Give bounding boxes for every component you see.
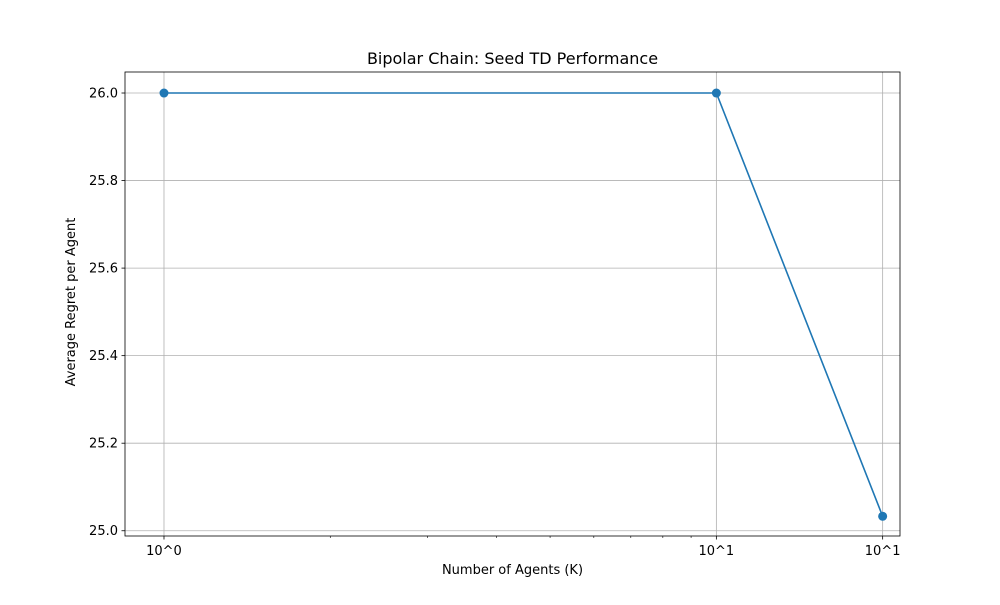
y-tick-label: 25.0 [89, 524, 118, 539]
y-tick-label: 25.2 [89, 437, 118, 452]
data-point [711, 88, 721, 98]
axis-ticks: 25.0 25.2 25.4 25.6 25.8 26.0 10^0 10^1 10^1 [89, 87, 900, 559]
y-axis-label: Average Regret per Agent [64, 218, 79, 387]
x-axis-label: Number of Agents (K) [442, 563, 583, 578]
data-point [878, 511, 888, 521]
y-tick-label: 25.4 [89, 349, 118, 364]
x-tick-label: 10^0 [146, 544, 182, 559]
data-series [159, 88, 888, 521]
x-tick-label: 10^1 [699, 544, 735, 559]
plot-frame [124, 71, 901, 537]
x-tick-label: 10^1 [865, 544, 901, 559]
y-tick-label: 26.0 [89, 87, 118, 102]
y-tick-label: 25.6 [89, 262, 118, 277]
data-point [159, 88, 169, 98]
chart-title: Bipolar Chain: Seed TD Performance [367, 49, 658, 68]
y-tick-label: 25.8 [89, 174, 118, 189]
